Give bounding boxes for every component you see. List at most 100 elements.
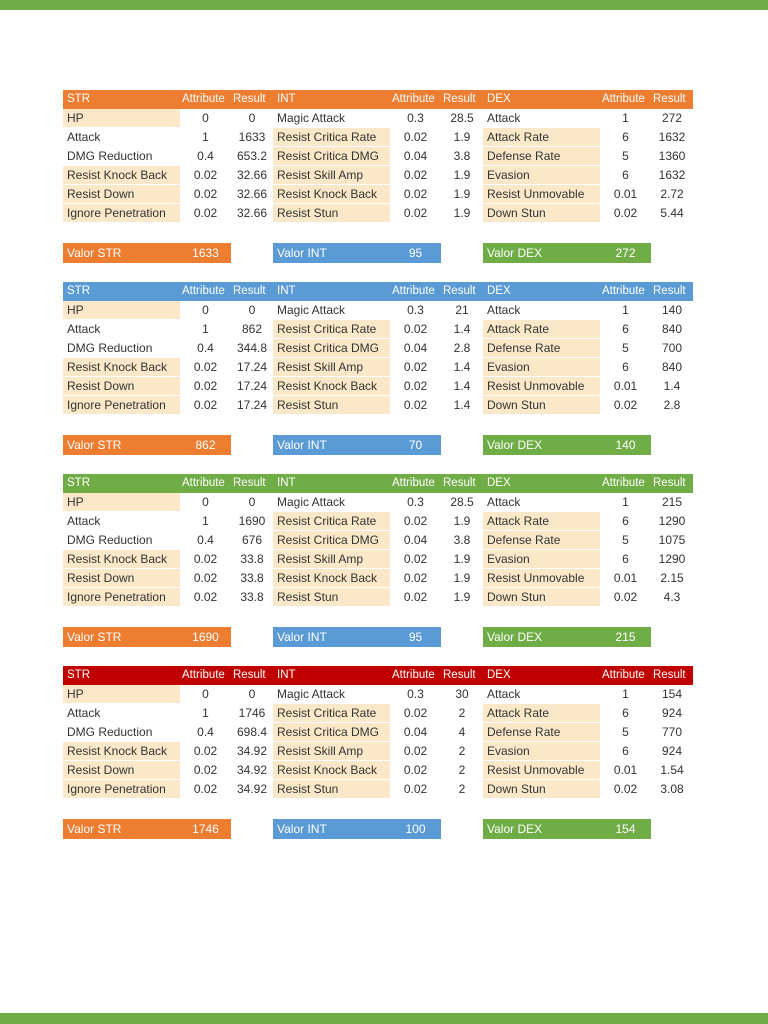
- valor-value: 100: [405, 822, 426, 836]
- stat-label: Resist Skill Amp: [273, 166, 390, 185]
- stat-result-value: 2.8: [663, 398, 681, 412]
- stat-attribute-value: 0.02: [193, 590, 218, 604]
- valor-value: 140: [615, 438, 636, 452]
- stat-label: Resist Knock Back: [273, 761, 390, 780]
- stat-label: Resist Skill Amp: [273, 742, 390, 761]
- result-column-header: Result: [233, 477, 266, 489]
- table-row: HP 0 0 Magic Attack 0.3 28.5 Attack 1 215: [63, 493, 693, 512]
- stat-attribute-value: 6: [622, 706, 629, 720]
- stat-label: Attack: [67, 514, 101, 528]
- valor-label: Valor INT: [277, 822, 327, 836]
- stat-block: STR Attribute Result INT Attribute Result DEX A…: [63, 90, 693, 263]
- attribute-column-header: Attribute: [182, 93, 225, 105]
- valor-value: 95: [408, 246, 423, 260]
- stat-attribute-value: 0.02: [193, 571, 218, 585]
- attribute-column-header: Attribute: [392, 477, 435, 489]
- stat-result-value: 140: [661, 303, 683, 317]
- stat-label: Resist Skill Amp: [273, 550, 390, 569]
- stat-attribute-value: 0.3: [407, 111, 424, 125]
- stat-result-value: 33.8: [240, 571, 264, 585]
- stat-attribute-value: 0.02: [193, 763, 218, 777]
- result-column-header: Result: [653, 285, 686, 297]
- table-name-header: INT: [277, 93, 296, 105]
- stat-attribute-value: 0.02: [403, 379, 428, 393]
- stat-label: Magic Attack: [277, 111, 346, 125]
- stat-label: Magic Attack: [277, 303, 346, 317]
- stat-label: Evasion: [483, 358, 600, 377]
- stat-attribute-value: 0.02: [403, 322, 428, 336]
- valor-label: Valor DEX: [487, 246, 543, 260]
- stat-attribute-value: 6: [622, 168, 629, 182]
- valor-label: Valor INT: [277, 630, 327, 644]
- valor-label: Valor STR: [67, 246, 122, 260]
- stat-result-value: 2.15: [660, 571, 684, 585]
- table-row: DMG Reduction 0.4 653.2 Resist Critica DMG 0…: [63, 147, 693, 166]
- table-name-header: STR: [67, 285, 90, 297]
- stat-result-value: 1.9: [453, 552, 471, 566]
- stat-attribute-value: 0.02: [193, 744, 218, 758]
- stat-attribute-value: 0.4: [197, 725, 214, 739]
- stat-label: Ignore Penetration: [63, 780, 180, 799]
- table-row: DMG Reduction 0.4 676 Resist Critica DMG 0.0…: [63, 531, 693, 550]
- stat-attribute-value: 0.02: [193, 187, 218, 201]
- stat-label: Ignore Penetration: [63, 396, 180, 415]
- stat-label: Resist Knock Back: [63, 550, 180, 569]
- valor-badge: Valor STR 1746: [63, 819, 231, 839]
- stat-label: Resist Critica Rate: [273, 704, 390, 723]
- stat-attribute-value: 0.02: [193, 552, 218, 566]
- stat-result-value: 2.72: [660, 187, 684, 201]
- stat-attribute-value: 1: [202, 514, 209, 528]
- stat-result-value: 21: [455, 303, 469, 317]
- stat-result-value: 1633: [238, 130, 266, 144]
- stat-result-value: 653.2: [236, 149, 268, 163]
- stat-label: Resist Unmovable: [483, 377, 600, 396]
- stat-attribute-value: 0.04: [403, 725, 428, 739]
- stat-attribute-value: 1: [622, 303, 629, 317]
- stat-result-value: 1.4: [453, 398, 471, 412]
- stat-attribute-value: 0.02: [193, 360, 218, 374]
- stat-attribute-value: 0.02: [403, 360, 428, 374]
- stat-label: Resist Stun: [273, 588, 390, 607]
- table-header-row: STR Attribute Result INT Attribute Result DEX A…: [63, 666, 693, 685]
- stat-block: STR Attribute Result INT Attribute Result DEX A…: [63, 666, 693, 839]
- stat-result-value: 33.8: [240, 590, 264, 604]
- table-row: HP 0 0 Magic Attack 0.3 28.5 Attack 1 272: [63, 109, 693, 128]
- stat-label: Attack: [67, 322, 101, 336]
- stat-label: Down Stun: [483, 204, 600, 223]
- stat-attribute-value: 5: [622, 533, 629, 547]
- stat-label: Attack: [487, 303, 521, 317]
- valor-value: 215: [615, 630, 636, 644]
- stat-label: Attack: [487, 495, 521, 509]
- valor-value: 95: [408, 630, 423, 644]
- valor-label: Valor STR: [67, 438, 122, 452]
- stat-label: Magic Attack: [277, 687, 346, 701]
- table-row: Attack 1 1633 Resist Critica Rate 0.02 1.9 Att…: [63, 128, 693, 147]
- stat-attribute-value: 5: [622, 149, 629, 163]
- stat-label: Defense Rate: [483, 339, 600, 358]
- stat-label: Attack Rate: [483, 128, 600, 147]
- stat-label: Resist Knock Back: [273, 185, 390, 204]
- valor-row: Valor STR 862 Valor INT 70 Valor DEX 140: [63, 435, 693, 455]
- valor-badge: Valor INT 95: [273, 243, 441, 263]
- table-row: HP 0 0 Magic Attack 0.3 30 Attack 1 154: [63, 685, 693, 704]
- table-row: Attack 1 1746 Resist Critica Rate 0.02 2 Attac…: [63, 704, 693, 723]
- stat-label: Ignore Penetration: [63, 204, 180, 223]
- stat-result-value: 1290: [658, 552, 686, 566]
- stat-result-value: 770: [661, 725, 683, 739]
- table-row: DMG Reduction 0.4 344.8 Resist Critica DMG 0…: [63, 339, 693, 358]
- valor-value: 1690: [192, 630, 219, 644]
- stat-attribute-value: 0.04: [403, 341, 428, 355]
- stat-result-value: 862: [241, 322, 263, 336]
- result-column-header: Result: [233, 285, 266, 297]
- stat-label: Resist Down: [63, 185, 180, 204]
- stat-result-value: 924: [661, 706, 683, 720]
- attribute-column-header: Attribute: [602, 93, 645, 105]
- table-name-header: INT: [277, 285, 296, 297]
- stat-attribute-value: 0.01: [613, 187, 638, 201]
- stat-label: Resist Critica DMG: [273, 531, 390, 550]
- stat-result-value: 0: [248, 303, 256, 317]
- stat-label: Magic Attack: [277, 495, 346, 509]
- stat-label: Resist Unmovable: [483, 185, 600, 204]
- stat-label: Attack: [67, 130, 101, 144]
- result-column-header: Result: [653, 477, 686, 489]
